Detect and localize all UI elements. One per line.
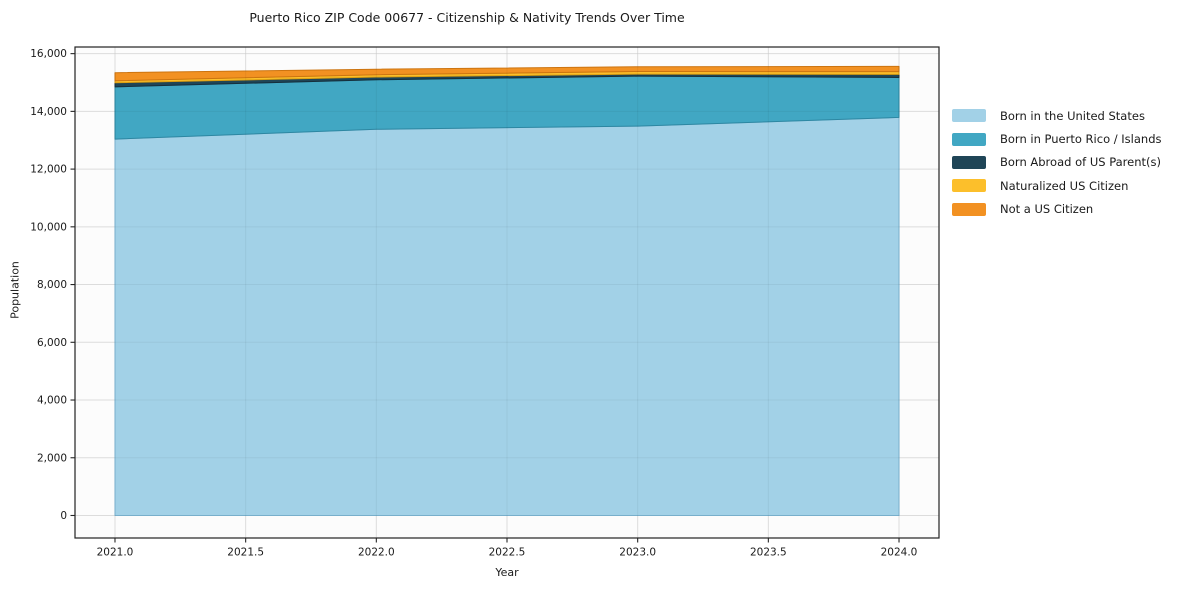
legend-label: Born in Puerto Rico / Islands	[1000, 132, 1162, 147]
x-tick-label: 2024.0	[881, 547, 918, 559]
y-tick-label: 16,000	[30, 48, 67, 60]
legend-swatch-not-citizen-icon	[952, 202, 986, 216]
y-tick-label: 0	[60, 510, 67, 522]
legend-item: Born Abroad of US Parent(s)	[952, 151, 1162, 174]
legend-label: Born Abroad of US Parent(s)	[1000, 155, 1161, 170]
legend-item: Naturalized US Citizen	[952, 174, 1162, 197]
legend-label: Not a US Citizen	[1000, 202, 1094, 217]
legend-label: Born in the United States	[1000, 108, 1145, 123]
y-tick-label: 8,000	[37, 279, 67, 291]
stack-area-series-4	[114, 65, 900, 82]
legend-swatch-born-us-icon	[952, 109, 986, 123]
x-tick-label: 2023.0	[619, 547, 656, 559]
y-tick-label: 12,000	[30, 164, 67, 176]
y-tick-label: 14,000	[30, 106, 67, 118]
legend-item: Not a US Citizen	[952, 198, 1162, 221]
y-tick-label: 4,000	[37, 395, 67, 407]
x-tick-label: 2022.0	[358, 547, 395, 559]
y-tick-label: 2,000	[37, 452, 67, 464]
legend-item: Born in Puerto Rico / Islands	[952, 127, 1162, 150]
x-tick-label: 2022.5	[489, 547, 526, 559]
y-tick-label: 6,000	[37, 337, 67, 349]
legend-label: Naturalized US Citizen	[1000, 178, 1129, 193]
legend-swatch-born-pr-icon	[952, 132, 986, 146]
x-tick-label: 2023.5	[750, 547, 787, 559]
x-tick-label: 2021.0	[97, 547, 134, 559]
x-axis-label: Year	[495, 566, 519, 579]
y-tick-label: 10,000	[30, 221, 67, 233]
chart-title: Puerto Rico ZIP Code 00677 - Citizenship…	[249, 10, 685, 25]
legend-item: Born in the United States	[952, 104, 1162, 127]
x-tick-label: 2021.5	[227, 547, 264, 559]
legend-swatch-naturalized-icon	[952, 179, 986, 193]
y-axis-label: Population	[8, 261, 22, 319]
legend-swatch-born-abroad-icon	[952, 155, 986, 169]
legend: Born in the United States Born in Puerto…	[952, 104, 1162, 221]
